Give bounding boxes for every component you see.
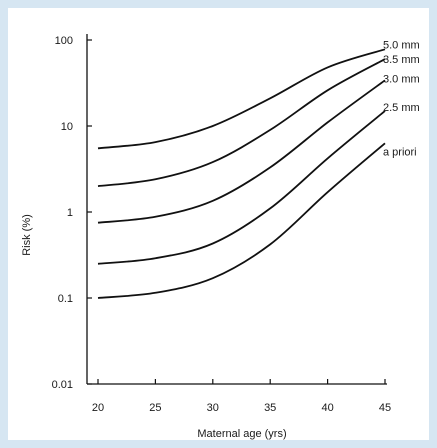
x-tick-label: 20 xyxy=(92,402,104,414)
series-label: 5.0 mm xyxy=(383,39,420,51)
series-label: 3.0 mm xyxy=(383,73,420,85)
series-label: a priori xyxy=(383,146,417,158)
y-tick-label: 100 xyxy=(55,35,73,47)
x-tick-label: 45 xyxy=(379,402,391,414)
series-lines xyxy=(97,48,386,299)
x-tick-label: 30 xyxy=(207,402,219,414)
y-tick-label: 0.01 xyxy=(52,379,73,391)
series-line-3 xyxy=(97,110,386,265)
series-line-1 xyxy=(97,58,386,187)
series-label: 3.5 mm xyxy=(383,54,420,66)
plot-background xyxy=(8,8,429,440)
y-tick-label: 0.1 xyxy=(58,293,73,305)
series-label: 2.5 mm xyxy=(383,102,420,114)
x-tick-label: 40 xyxy=(321,402,333,414)
series-line-0 xyxy=(97,48,386,150)
series-line-2 xyxy=(97,79,386,224)
y-tick-label: 1 xyxy=(67,207,73,219)
axes: 0.01 0.1 1 10 100 20 25 30 35 40 45 xyxy=(52,34,391,414)
y-tick-label: 10 xyxy=(61,121,73,133)
x-tick-label: 35 xyxy=(264,402,276,414)
series-labels: 5.0 mm 3.5 mm 3.0 mm 2.5 mm a priori xyxy=(383,39,420,158)
x-tick-label: 25 xyxy=(149,402,161,414)
series-line-4 xyxy=(97,142,386,299)
x-axis-title: Maternal age (yrs) xyxy=(197,428,286,440)
y-axis-title: Risk (%) xyxy=(21,214,33,256)
